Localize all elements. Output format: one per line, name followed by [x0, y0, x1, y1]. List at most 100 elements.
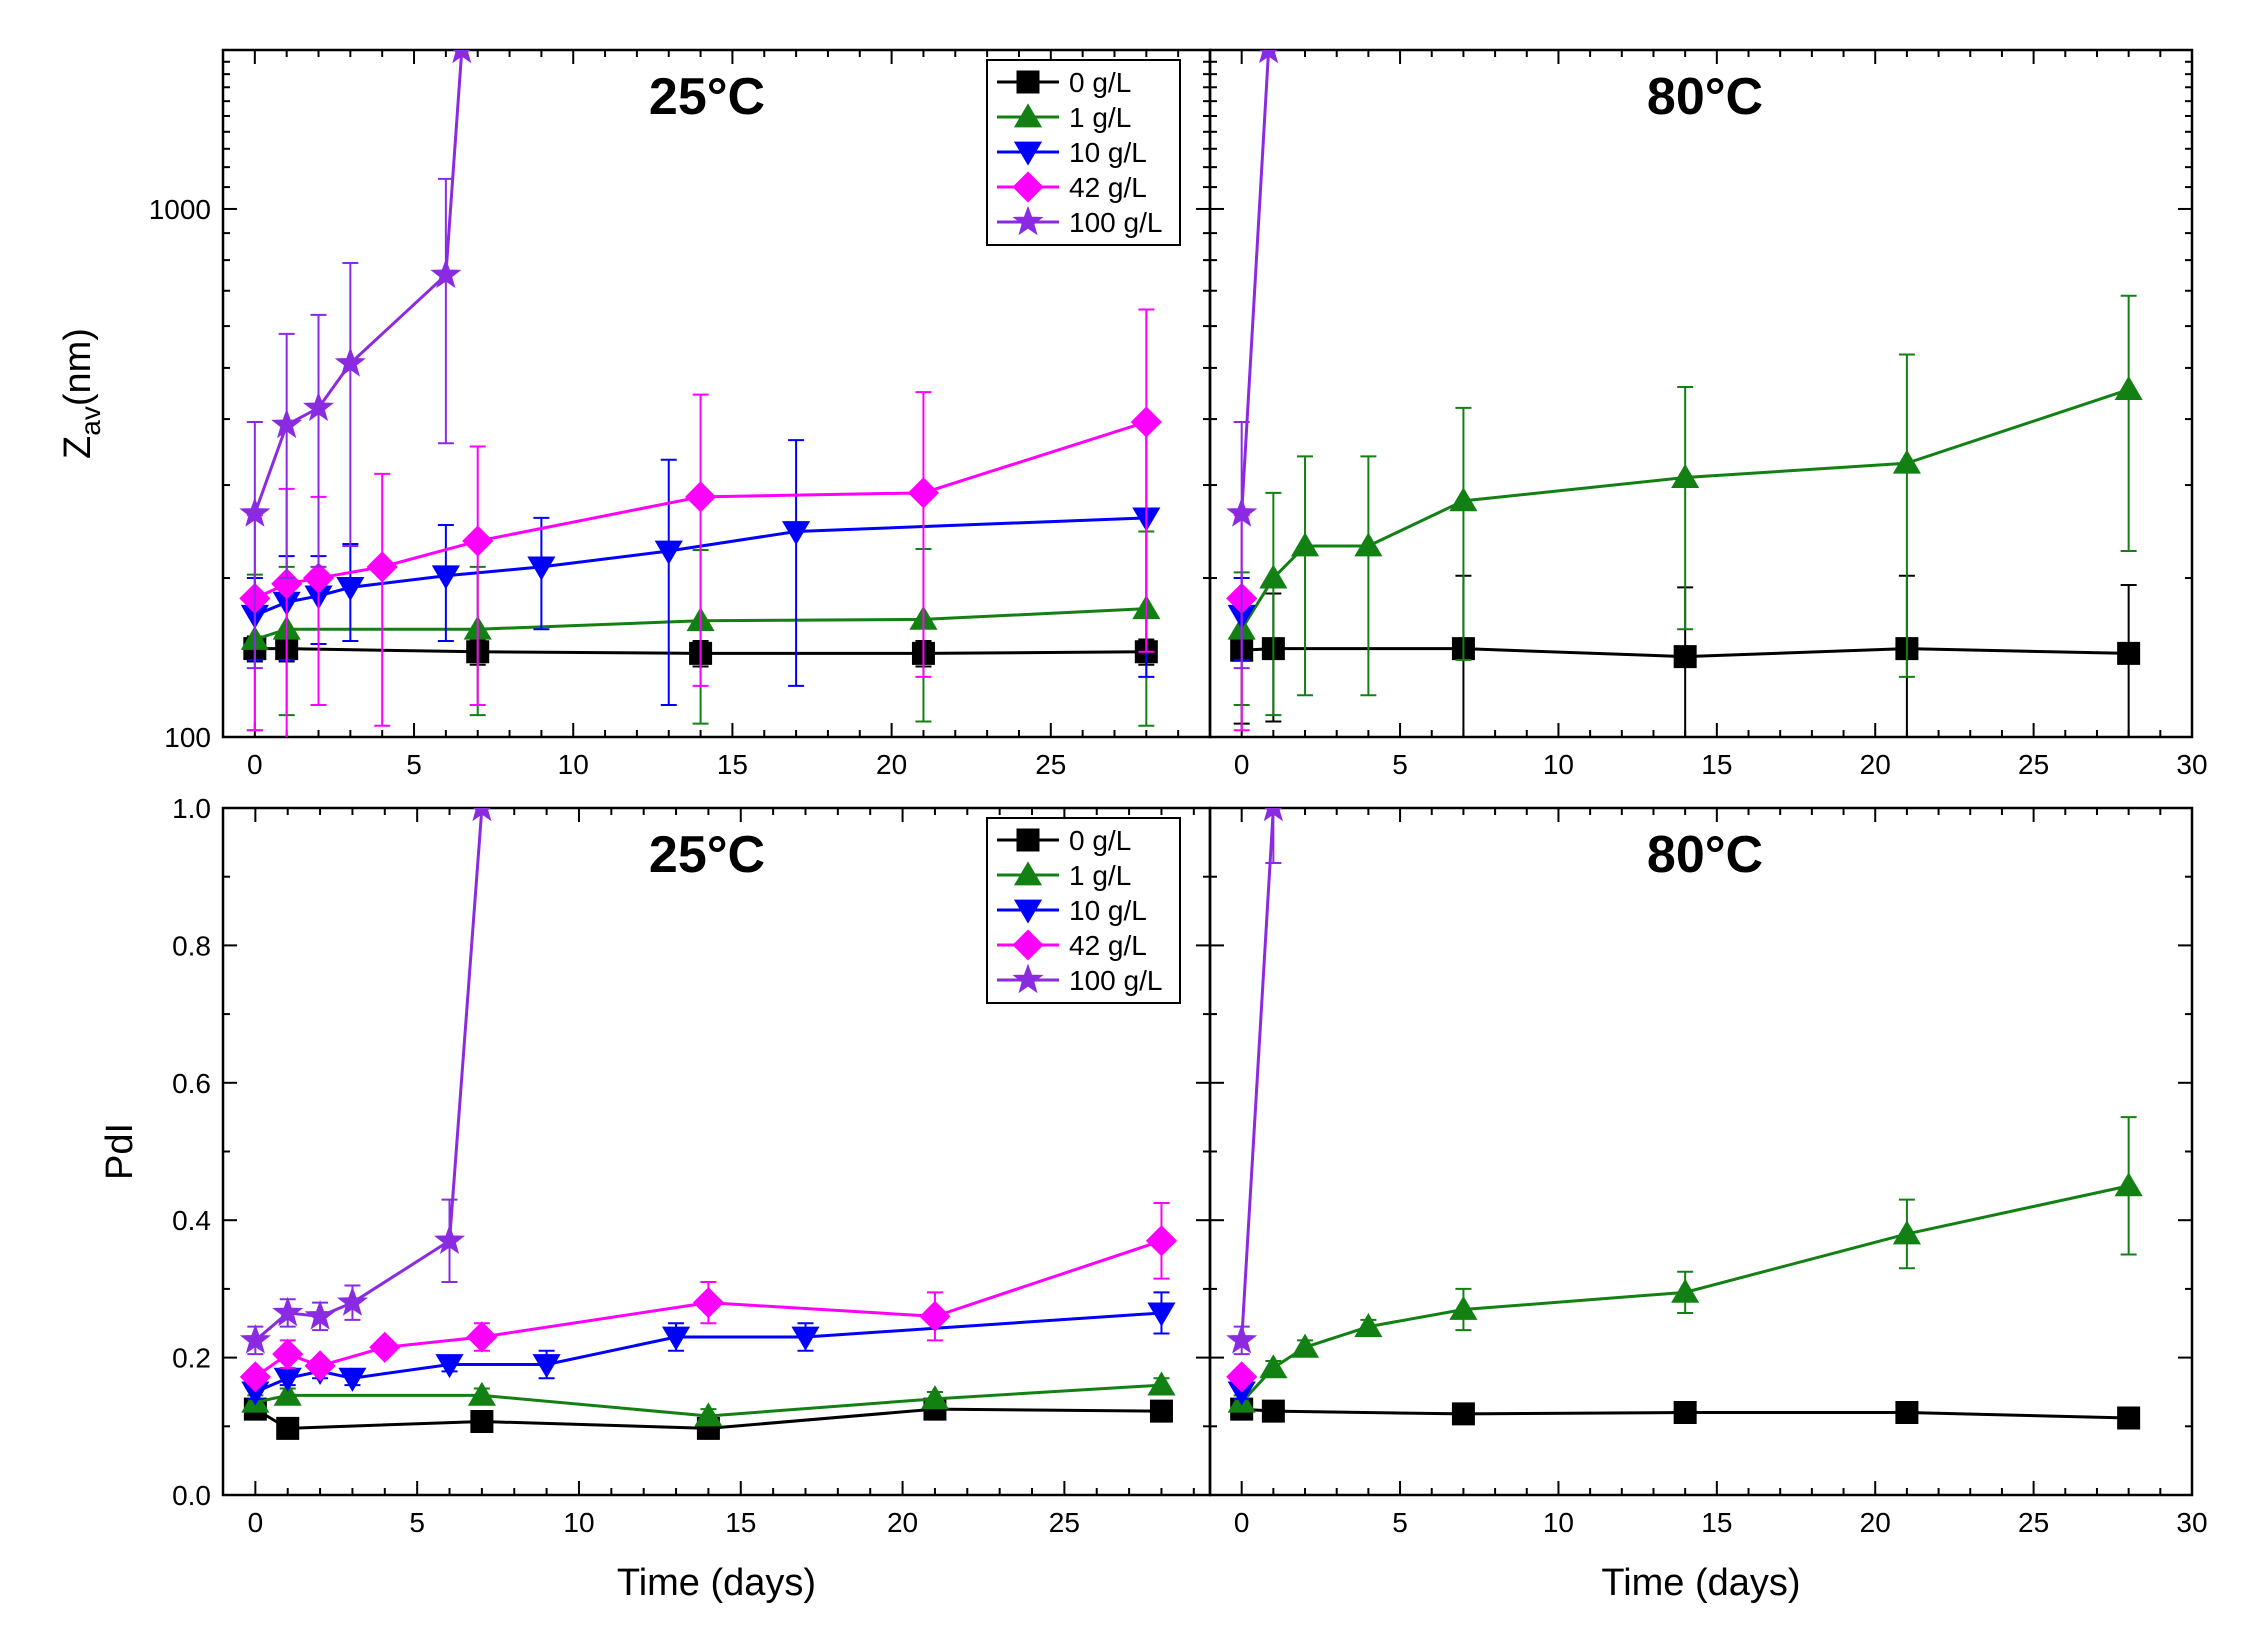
x-tick-label: 15 [717, 749, 748, 780]
data-point [334, 347, 366, 377]
x-tick-label: 20 [1860, 749, 1891, 780]
x-tick-label: 0 [247, 749, 263, 780]
data-point [920, 1385, 950, 1410]
x-tick-label: 25 [2018, 1507, 2049, 1538]
data-point [1145, 1225, 1178, 1257]
y-tick-label: 0.6 [172, 1068, 211, 1099]
data-point [1226, 1324, 1258, 1354]
x-tick-label: 10 [563, 1507, 594, 1538]
data-point [1290, 1333, 1320, 1358]
x-axis-label: Time (days) [1601, 1562, 1800, 1604]
data-point [1259, 564, 1288, 589]
data-point [527, 556, 556, 581]
x-tick-label: 5 [409, 1507, 425, 1538]
y-axis-label: Zav(nm) [57, 328, 106, 459]
legend-label: 100 g/L [1069, 965, 1162, 996]
legend-marker [1016, 828, 1040, 852]
data-point [470, 1409, 494, 1433]
data-point [433, 1224, 465, 1254]
plot-area [1226, 808, 2143, 1430]
data-point [1354, 532, 1383, 557]
data-point [1451, 1402, 1475, 1426]
y-tick-label: 100 [164, 722, 211, 753]
data-point [271, 568, 303, 600]
data-point [685, 481, 717, 513]
data-point [1261, 1399, 1285, 1423]
legend-marker [1013, 861, 1043, 886]
data-point [302, 562, 335, 594]
data-point [430, 258, 462, 289]
data-point [1149, 1399, 1173, 1423]
data-point [431, 565, 460, 590]
data-point [366, 551, 398, 583]
data-point [472, 808, 492, 822]
x-tick-label: 25 [1049, 1507, 1080, 1538]
data-point [272, 1296, 304, 1327]
data-point [276, 1416, 300, 1440]
data-point [1895, 1401, 1919, 1425]
x-axis-label: Time (days) [617, 1562, 816, 1604]
data-point [782, 521, 811, 546]
data-point [273, 1381, 302, 1406]
x-tick-label: 0 [248, 1507, 264, 1538]
panel-bottom-left: 0 5 10 15 20 25 0.0 0.2 0.4 0.6 0.8 1.0 25°C 0 g/L 1 g… [99, 793, 1212, 1604]
data-point [1147, 1371, 1176, 1396]
series-1-g-L [241, 1371, 1176, 1427]
data-point [1130, 406, 1162, 438]
x-tick-label: 20 [887, 1507, 918, 1538]
series-line [254, 808, 484, 1342]
y-axis-label-unit: (nm) [57, 328, 99, 406]
data-point [1673, 1401, 1697, 1425]
series-line [1240, 388, 2130, 631]
series-0-g-L [1230, 1397, 2141, 1430]
data-point [466, 1321, 498, 1353]
series-line [253, 50, 464, 515]
data-point [272, 1338, 304, 1370]
data-point [452, 50, 472, 64]
data-point [467, 1381, 496, 1406]
data-point [1354, 1313, 1383, 1338]
legend-marker [1012, 171, 1044, 203]
x-tick-label: 30 [2176, 1507, 2207, 1538]
y-axis-label: PdI [99, 1123, 141, 1180]
legend: 0 g/L 1 g/L 10 g/L 42 g/L 100 g/L [986, 59, 1181, 246]
x-tick-label: 30 [2176, 749, 2207, 780]
temperature-label: 25°C [649, 826, 765, 884]
series-1-g-L [1227, 294, 2143, 717]
data-point [304, 1300, 336, 1330]
data-point [919, 1300, 951, 1332]
data-point [661, 1326, 691, 1351]
data-point [1226, 1361, 1258, 1393]
x-tick-label: 5 [1392, 749, 1408, 780]
temperature-label: 80°C [1647, 826, 1763, 884]
x-tick-label: 25 [2018, 749, 2049, 780]
x-tick-label: 25 [1035, 749, 1066, 780]
y-tick-label: 1.0 [172, 793, 211, 824]
series-100-g-L [239, 808, 492, 1356]
series-42-g-L [1226, 1361, 1258, 1393]
x-tick-label: 20 [876, 749, 907, 780]
y-tick-label: 0.2 [172, 1343, 211, 1374]
legend-marker [1012, 963, 1044, 994]
data-point [2117, 1406, 2141, 1430]
series-100-g-L [1226, 808, 1283, 1356]
legend-label: 42 g/L [1069, 930, 1147, 961]
x-tick-label: 10 [1543, 1507, 1574, 1538]
data-point [694, 1402, 723, 1427]
data-point [1671, 1278, 1700, 1303]
plot-frame [1208, 48, 2194, 739]
x-tick-label: 10 [558, 749, 589, 780]
legend-marker [1013, 141, 1043, 166]
legend-label: 0 g/L [1069, 825, 1131, 856]
data-point [1259, 1354, 1288, 1379]
data-point [1259, 50, 1279, 64]
series-line [1240, 808, 1275, 1341]
y-tick-label: 1000 [149, 194, 211, 225]
legend-label: 10 g/L [1069, 895, 1147, 926]
data-point [302, 391, 334, 422]
series-100-g-L [1226, 50, 1279, 670]
temperature-label: 80°C [1647, 68, 1763, 126]
legend-marker [1013, 103, 1043, 128]
legend-label: 1 g/L [1069, 102, 1131, 133]
data-point [336, 1286, 369, 1316]
